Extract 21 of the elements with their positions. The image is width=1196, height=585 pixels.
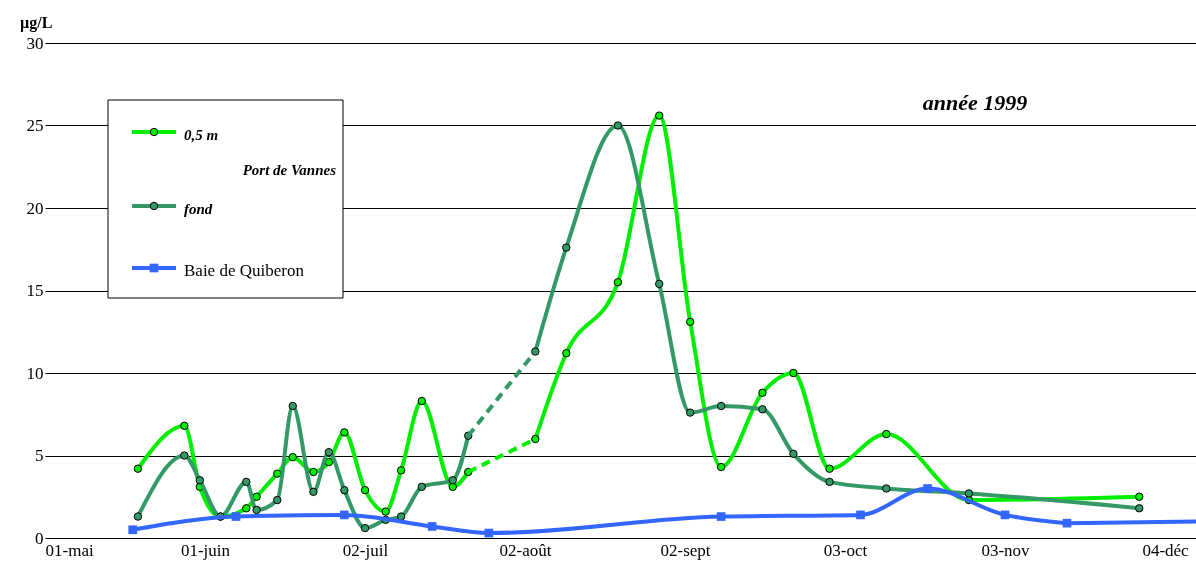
x-tick-label: 01-juin bbox=[180, 540, 231, 560]
legend-title: Port de Vannes bbox=[242, 162, 337, 178]
x-tick-label: 02-juil bbox=[342, 540, 389, 560]
y-axis-title: µg/L bbox=[20, 14, 53, 32]
x-tick-label: 03-oct bbox=[823, 540, 868, 560]
y-tick-label: 0 bbox=[35, 528, 44, 548]
legend-label: Baie de Quiberon bbox=[184, 261, 305, 280]
y-tick-label: 10 bbox=[26, 363, 44, 383]
annotation: année 1999 bbox=[922, 90, 1028, 115]
x-tick-label: 02-août bbox=[499, 540, 552, 560]
legend-label: 0,5 m bbox=[184, 127, 219, 143]
y-tick-label: 20 bbox=[26, 198, 44, 218]
x-tick-label: 01-mai bbox=[45, 540, 94, 560]
y-tick-label: 5 bbox=[35, 446, 44, 465]
x-tick-label: 03-nov bbox=[981, 540, 1031, 560]
x-tick-label: 04-déc bbox=[1142, 540, 1190, 560]
y-tick-label: 30 bbox=[26, 33, 44, 53]
y-tick-label: 25 bbox=[26, 116, 44, 135]
x-tick-label: 02-sept bbox=[660, 540, 711, 560]
y-tick-label: 15 bbox=[26, 281, 44, 300]
legend-label: fond bbox=[184, 201, 213, 217]
